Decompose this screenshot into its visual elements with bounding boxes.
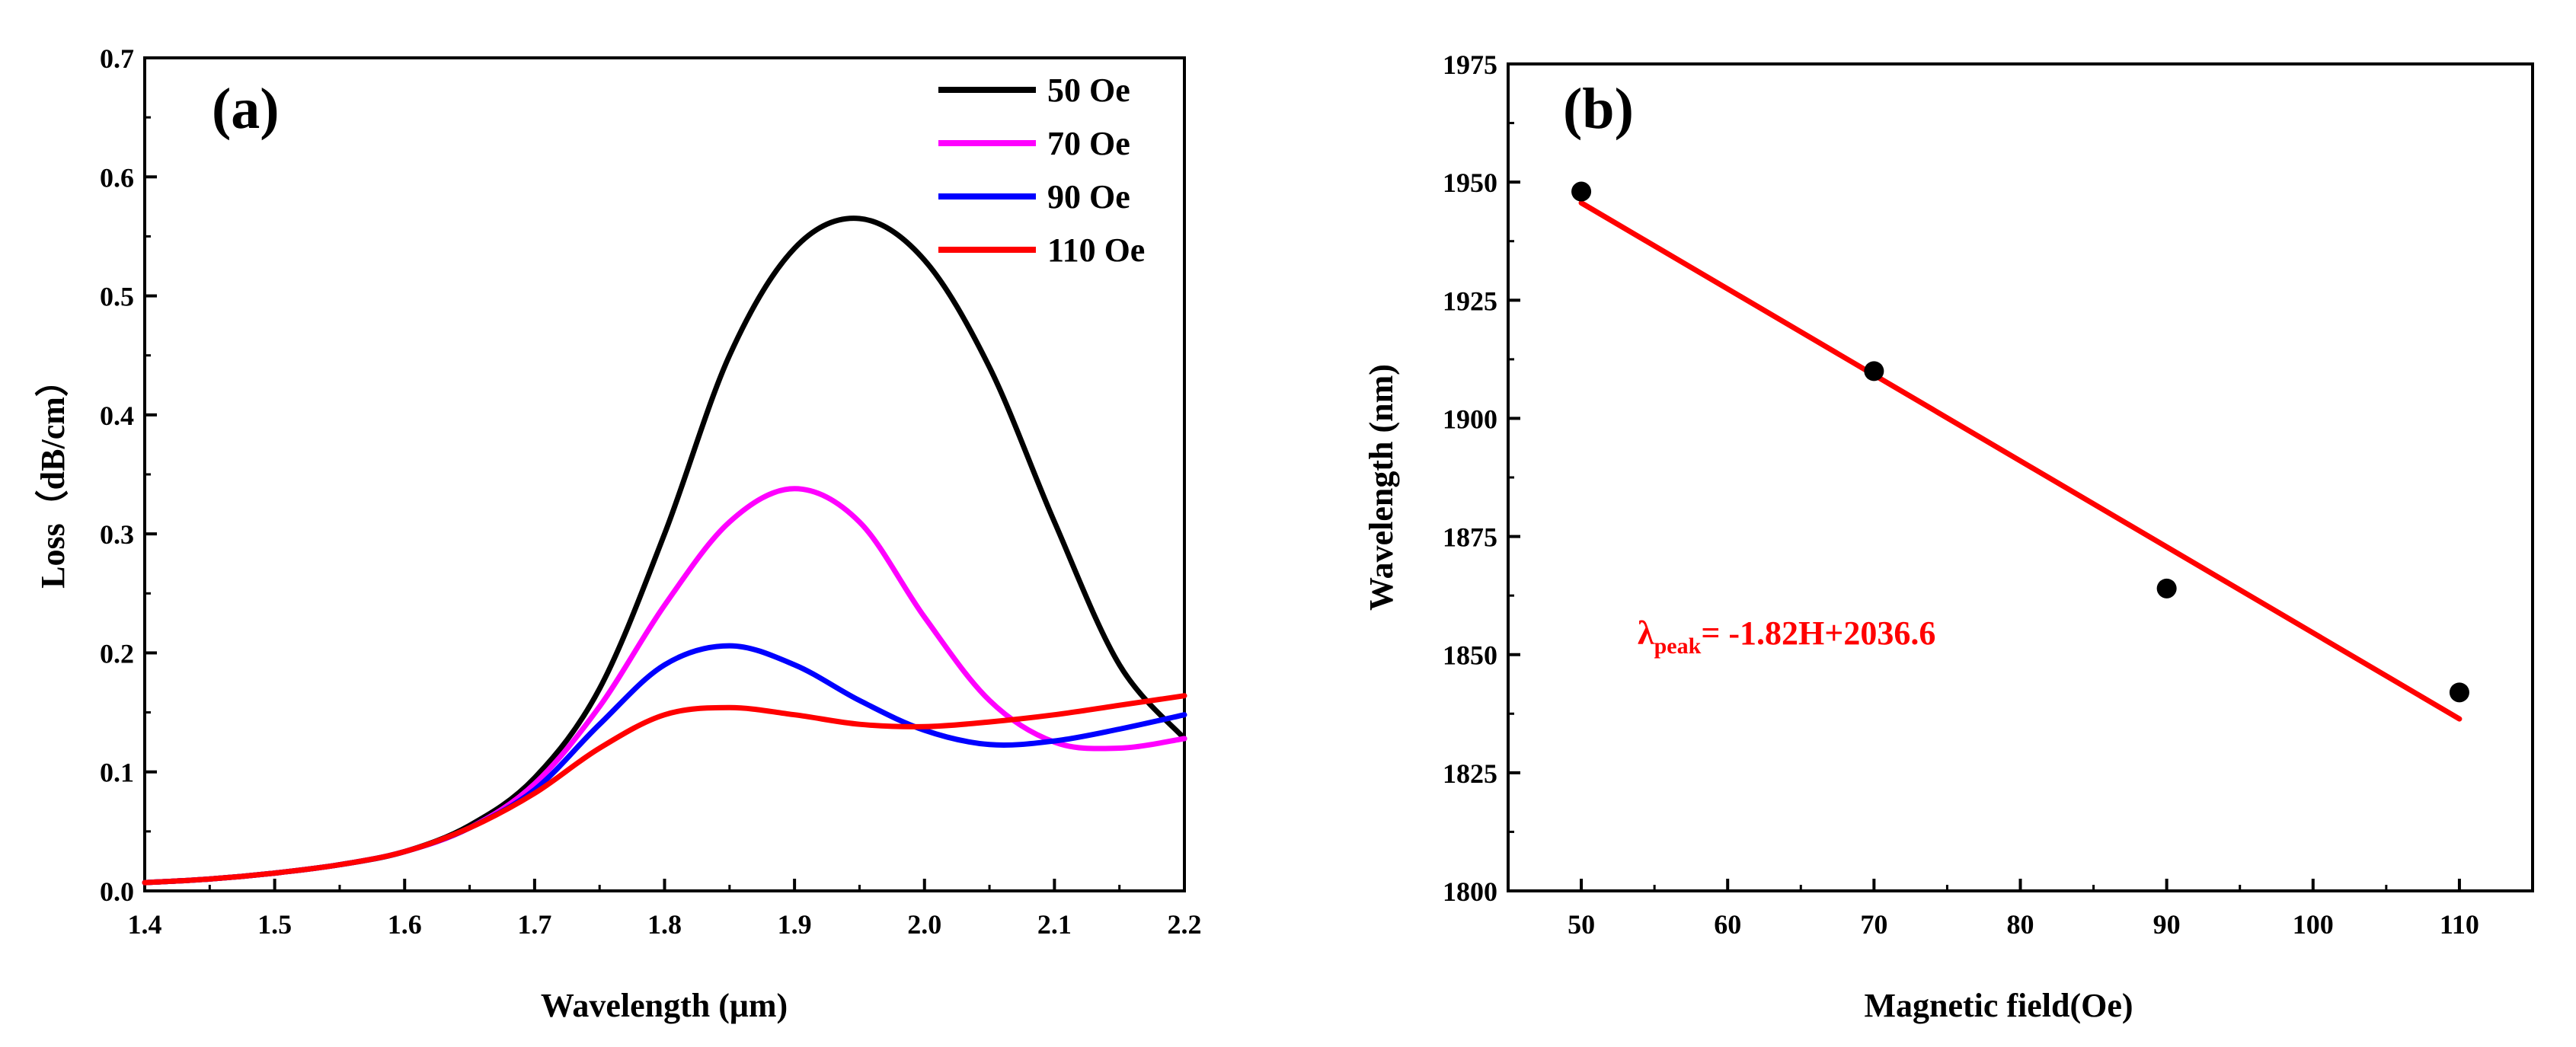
- a-y-tick-label: 0.5: [100, 282, 134, 312]
- legend-label-50-oe: 50 Oe: [1047, 72, 1130, 109]
- panel-label-a: (a): [212, 77, 280, 141]
- x-ticks-a: 1.4 1.5 1.6 1.7 1.8 1.9 2.0 2.1 2.2: [128, 879, 1202, 940]
- b-y-tick-label: 1975: [1443, 49, 1497, 80]
- a-x-tick-label: 1.6: [388, 909, 422, 940]
- series-lines-a: [142, 215, 1187, 886]
- data-point: [1864, 361, 1884, 381]
- b-x-tick-label: 110: [2440, 909, 2479, 940]
- y-axis-label-a: Loss（dB/cm）: [34, 363, 72, 589]
- legend-label-90-oe: 90 Oe: [1047, 178, 1130, 215]
- x-ticks-b: 50 60 70 80 90 100 110: [1568, 879, 2479, 940]
- panel-b: 50 60 70 80 90 100 110 1800 1825 1850 1875 1900 192…: [1363, 49, 2534, 1024]
- b-y-tick-label: 1800: [1443, 876, 1497, 907]
- a-plot-frame: [143, 56, 1186, 892]
- a-y-tick-label: 0.3: [100, 519, 134, 550]
- data-point: [2449, 682, 2469, 703]
- b-x-tick-label: 90: [2153, 909, 2181, 940]
- a-x-tick-label: 2.0: [907, 909, 941, 940]
- axes-b: [1507, 62, 2534, 892]
- b-y-tick-label: 1900: [1443, 404, 1497, 434]
- x-axis-label-b: Magnetic field(Oe): [1864, 987, 2133, 1024]
- series-line-70-oe: [142, 486, 1187, 886]
- legend-label-70-oe: 70 Oe: [1047, 125, 1130, 162]
- panel-a: 1.4 1.5 1.6 1.7 1.8 1.9 2.0 2.1 2.2 0.0 0.1 0.2 0.3…: [34, 43, 1202, 1024]
- b-plot-frame: [1507, 62, 2534, 892]
- y-ticks-a: 0.0 0.1 0.2 0.3 0.4 0.5 0.6 0.7: [100, 43, 157, 907]
- b-y-tick-label: 1875: [1443, 522, 1497, 553]
- a-y-tick-label: 0.2: [100, 638, 134, 669]
- y-axis-label-b: Wavelength (nm): [1363, 364, 1400, 611]
- fit-line-b: [1578, 200, 2463, 722]
- a-x-tick-label: 2.2: [1168, 909, 1202, 940]
- data-point: [2156, 578, 2177, 599]
- x-axis-label-a: Wavelength (μm): [541, 987, 788, 1024]
- data-point: [1571, 181, 1592, 202]
- a-y-tick-label: 0.1: [100, 758, 134, 788]
- a-x-tick-label: 1.5: [257, 909, 292, 940]
- a-x-tick-label: 1.9: [778, 909, 812, 940]
- fit-equation-text: = -1.82H+2036.6: [1701, 614, 1935, 652]
- b-y-tick-label: 1825: [1443, 758, 1497, 789]
- fit-equation-subscript: peak: [1654, 634, 1702, 659]
- legend-a: 50 Oe 70 Oe 90 Oe 110 Oe: [938, 72, 1145, 269]
- a-y-tick-label: 0.0: [100, 876, 134, 907]
- a-x-tick-label: 1.8: [647, 909, 682, 940]
- fit-equation: λpeak= -1.82H+2036.6: [1638, 614, 1935, 659]
- legend-label-110-oe: 110 Oe: [1047, 231, 1145, 269]
- b-x-tick-label: 80: [2007, 909, 2034, 940]
- b-x-tick-label: 50: [1568, 909, 1595, 940]
- series-line-90-oe: [142, 643, 1187, 886]
- a-y-tick-label: 0.4: [100, 401, 134, 431]
- a-x-tick-label: 1.7: [517, 909, 551, 940]
- a-y-tick-label: 0.7: [100, 43, 134, 74]
- b-x-tick-label: 60: [1714, 909, 1741, 940]
- series-line-110-oe: [142, 693, 1187, 886]
- axes-a: [143, 56, 1186, 892]
- b-y-tick-label: 1950: [1443, 168, 1497, 198]
- y-ticks-b: 1800 1825 1850 1875 1900 1925 1950 1975: [1443, 49, 1520, 907]
- b-x-tick-label: 70: [1860, 909, 1887, 940]
- linear-fit-line: [1578, 200, 2463, 722]
- b-y-tick-label: 1925: [1443, 286, 1497, 316]
- a-x-tick-label: 1.4: [128, 909, 162, 940]
- b-y-tick-label: 1850: [1443, 640, 1497, 671]
- series-line-50-oe: [142, 215, 1187, 886]
- fit-equation-symbol: λ: [1638, 614, 1654, 652]
- panel-label-b: (b): [1563, 77, 1634, 141]
- data-points-b: [1571, 181, 2469, 703]
- a-x-tick-label: 2.1: [1037, 909, 1072, 940]
- b-x-tick-label: 100: [2293, 909, 2334, 940]
- a-y-tick-label: 0.6: [100, 162, 134, 193]
